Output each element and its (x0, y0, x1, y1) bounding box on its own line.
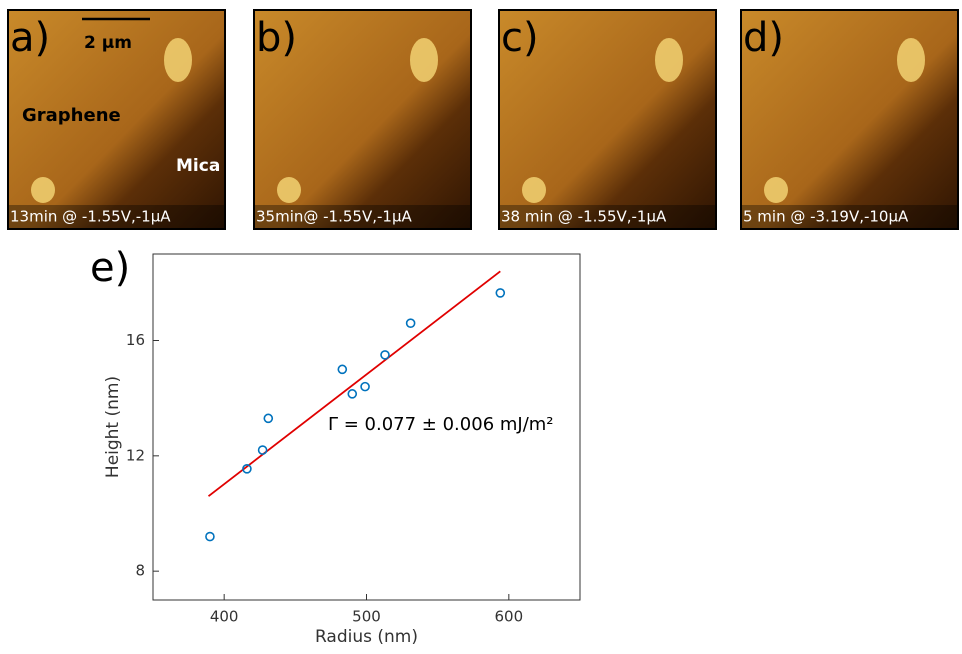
blister (164, 38, 192, 82)
panel-label: b) (256, 15, 297, 61)
caption-bg (499, 205, 716, 229)
y-tick-label: 12 (126, 446, 145, 464)
y-axis-label: Height (nm) (103, 376, 123, 478)
fit-line (207, 270, 501, 497)
blister (655, 38, 683, 82)
panel-caption: 13min @ -1.55V,-1µA (10, 208, 171, 226)
chart-label: e) (90, 245, 130, 291)
data-point (380, 350, 390, 360)
region-label: Graphene (22, 105, 121, 126)
blister (764, 177, 788, 203)
data-point (257, 445, 268, 455)
caption-bg (741, 205, 958, 229)
blister (522, 177, 546, 203)
blister (277, 177, 301, 203)
data-point (205, 531, 215, 542)
y-tick-label: 16 (126, 331, 145, 349)
data-point (360, 381, 370, 392)
x-tick-label: 400 (210, 608, 239, 626)
x-tick-label: 600 (495, 608, 524, 626)
region-label: Mica (176, 156, 220, 176)
blister (410, 38, 438, 82)
x-tick-label: 500 (352, 608, 381, 626)
caption-bg (8, 205, 225, 229)
blister (897, 38, 925, 82)
caption-bg (254, 205, 471, 229)
y-tick-label: 8 (135, 562, 145, 580)
panel-label: c) (501, 15, 539, 61)
data-point (347, 389, 358, 399)
panel-caption: 38 min @ -1.55V,-1µA (501, 208, 667, 226)
annotation: Γ = 0.077 ± 0.006 mJ/m² (328, 414, 554, 435)
data-point (242, 464, 252, 474)
panel-label: a) (10, 15, 50, 61)
panel-caption: 35min@ -1.55V,-1µA (256, 208, 412, 226)
panel-label: d) (743, 15, 784, 61)
x-axis-label: Radius (nm) (315, 627, 418, 647)
panel-caption: 5 min @ -3.19V,-10µA (743, 208, 909, 226)
data-point (263, 413, 274, 424)
data-point (495, 288, 506, 298)
data-point (405, 318, 416, 329)
scale-bar-label: 2 µm (84, 33, 132, 53)
data-point (337, 364, 348, 375)
blister (31, 177, 55, 203)
